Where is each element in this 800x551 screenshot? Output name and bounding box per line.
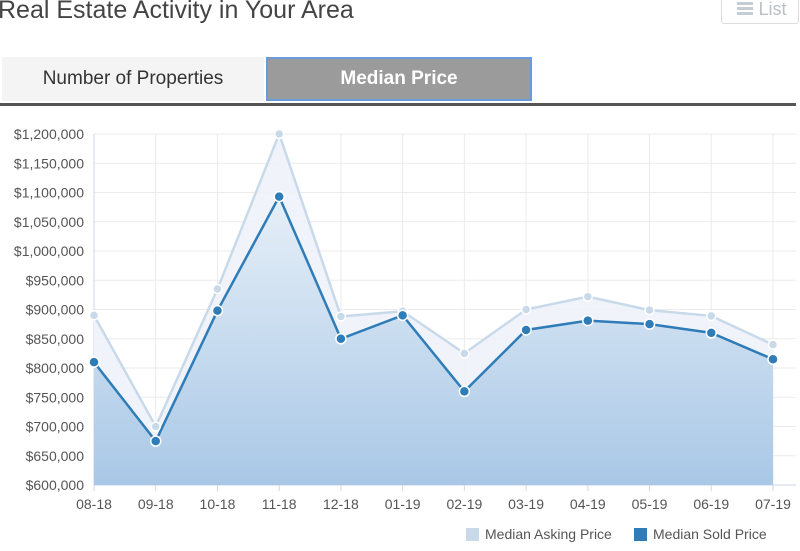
- point-asking: [273, 128, 285, 140]
- y-tick-label: $600,000: [26, 477, 85, 493]
- legend-swatch-sold: [634, 527, 647, 541]
- legend-label-asking: Median Asking Price: [485, 526, 612, 542]
- point-asking: [150, 421, 161, 432]
- y-tick-label: $800,000: [26, 360, 85, 376]
- point-asking: [644, 304, 655, 316]
- x-tick-label: 10-18: [200, 496, 236, 512]
- point-asking: [582, 291, 594, 302]
- point-asking: [212, 283, 223, 295]
- line-sold: [93, 193, 774, 444]
- list-view-button[interactable]: List: [721, 0, 799, 24]
- legend-label-sold: Median Sold Price: [653, 526, 767, 542]
- point-asking: [520, 304, 532, 315]
- tab-median-price[interactable]: Median Price: [266, 57, 532, 101]
- x-tick-label: 01-19: [385, 496, 421, 512]
- y-tick-label: $650,000: [26, 448, 85, 464]
- x-tick-label: 02-19: [446, 496, 482, 512]
- point-sold: [582, 314, 594, 327]
- point-sold: [396, 309, 409, 322]
- point-sold: [273, 190, 285, 203]
- chart-tabs: Number of Properties Median Price: [0, 57, 796, 106]
- page-title: Real Estate Activity in Your Area: [0, 0, 354, 24]
- x-tick-label: 07-19: [755, 496, 791, 512]
- x-tick-label: 04-19: [570, 496, 606, 512]
- point-asking: [88, 310, 100, 321]
- legend-item-asking[interactable]: Median Asking Price: [466, 526, 612, 542]
- point-asking: [767, 339, 779, 350]
- y-tick-label: $850,000: [26, 331, 85, 347]
- x-tick-label: 08-18: [76, 496, 112, 512]
- x-tick-label: 03-19: [508, 496, 544, 512]
- point-sold: [643, 318, 656, 330]
- y-tick-label: $1,000,000: [14, 243, 84, 259]
- point-sold: [211, 304, 224, 317]
- point-asking: [335, 311, 347, 322]
- legend-swatch-asking: [466, 527, 479, 541]
- y-tick-label: $900,000: [26, 302, 85, 318]
- x-tick-label: 06-19: [693, 496, 729, 512]
- median-price-chart: $600,000 $650,000 $700,000 $750,000 $800,000…: [14, 126, 796, 512]
- y-tick-label: $1,050,000: [14, 214, 84, 230]
- x-tick-label: 12-18: [323, 496, 359, 512]
- y-tick-label: $700,000: [26, 419, 85, 435]
- point-sold: [88, 356, 100, 368]
- point-sold: [767, 353, 779, 365]
- legend-item-sold[interactable]: Median Sold Price: [634, 526, 767, 542]
- x-tick-label: 09-18: [138, 496, 174, 512]
- list-icon: [733, 2, 754, 16]
- tab-number-of-properties[interactable]: Number of Properties: [2, 57, 264, 101]
- area-sold: [94, 196, 773, 485]
- point-sold: [149, 435, 162, 447]
- x-tick-label: 11-18: [262, 496, 297, 512]
- y-tick-label: $950,000: [26, 272, 85, 288]
- point-sold: [520, 324, 532, 336]
- point-sold: [458, 385, 471, 398]
- point-asking: [706, 310, 717, 322]
- x-tick-label: 05-19: [632, 496, 668, 512]
- point-sold: [705, 327, 718, 339]
- line-asking: [92, 130, 774, 430]
- point-asking: [459, 348, 470, 359]
- y-tick-label: $1,100,000: [14, 185, 84, 201]
- list-button-label: List: [758, 0, 787, 19]
- y-tick-label: $750,000: [26, 389, 85, 405]
- y-tick-label: $1,150,000: [14, 155, 84, 171]
- y-tick-label: $1,200,000: [14, 126, 84, 142]
- point-sold: [335, 333, 347, 345]
